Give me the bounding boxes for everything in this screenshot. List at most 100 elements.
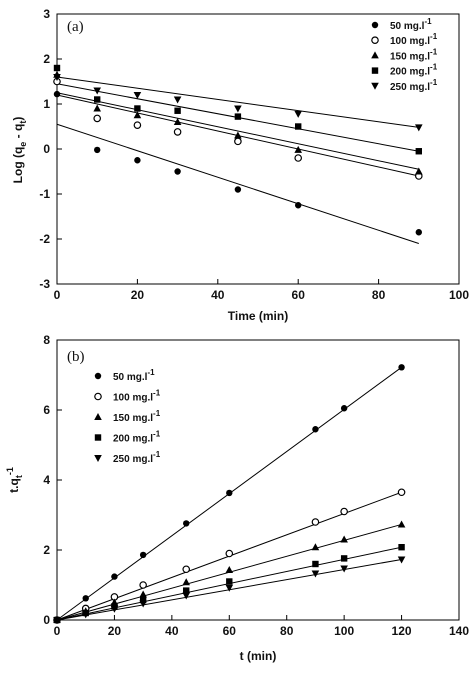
data-point-b-3	[183, 587, 190, 594]
data-point-b-4	[225, 584, 234, 592]
y-tick-label-a: -1	[39, 187, 50, 201]
legend-label-b-3: 200 mg.l-1	[113, 430, 161, 445]
data-point-b-0	[183, 520, 190, 527]
x-tick-label-b: 140	[449, 624, 469, 638]
legend-label-a-3: 200 mg.l-1	[390, 63, 438, 78]
legend-label-a-2: 150 mg.l-1	[390, 47, 438, 62]
data-point-a-4	[173, 96, 182, 104]
x-tick-label-a: 0	[54, 288, 61, 302]
data-point-a-1	[93, 114, 102, 123]
data-point-a-0	[415, 229, 422, 236]
y-tick-label-a: 0	[43, 142, 50, 156]
data-point-a-4	[133, 92, 142, 99]
data-point-a-3	[234, 113, 242, 120]
fit-line-a-0	[56, 123, 419, 244]
data-point-b-4	[53, 617, 61, 624]
x-tick-label-a: 60	[292, 288, 306, 302]
y-tick-label-b: 8	[43, 333, 50, 347]
y-label-b-sub: t	[14, 475, 24, 478]
legend-label-a-0: 50 mg.l-1	[390, 17, 432, 32]
data-point-b-3	[226, 578, 233, 585]
legend-marker-b-3	[94, 434, 102, 441]
x-tick-label-b: 40	[165, 624, 179, 638]
y-label-a-end: )	[11, 117, 25, 121]
chart-panel-b: (b) 0 20 40 60 80 100 120 140 0 2 4 6 8 50 mg.l-1 100…	[5, 333, 469, 663]
legend-label-b-0: 50 mg.l-1	[113, 368, 155, 383]
data-point-a-0	[295, 202, 302, 209]
data-point-b-4	[81, 611, 90, 619]
x-tick-label-a: 20	[131, 288, 145, 302]
data-point-a-2	[93, 104, 101, 112]
data-point-b-2	[311, 543, 320, 551]
x-tick-label-b: 20	[108, 624, 122, 638]
x-tick-label-b: 80	[280, 624, 294, 638]
data-point-b-4	[139, 600, 147, 608]
data-point-b-3	[312, 560, 319, 568]
data-point-a-2	[173, 118, 182, 125]
data-point-b-2	[139, 590, 147, 598]
axis-ticks-a: 0 20 40 60 80 100 -3 -2 -1 0 1 2 3	[39, 7, 469, 302]
panel-label-a: (a)	[67, 19, 84, 35]
data-point-b-4	[340, 565, 348, 573]
data-point-b-0	[82, 595, 89, 602]
data-point-b-4	[110, 605, 119, 613]
data-point-a-0	[134, 157, 141, 164]
data-point-b-3	[398, 544, 405, 551]
x-tick-label-a: 100	[449, 288, 469, 302]
data-point-a-4	[294, 110, 302, 118]
legend-marker-a-3	[371, 67, 379, 74]
data-point-a-1	[133, 121, 142, 129]
data-point-b-0	[340, 405, 348, 412]
data-point-a-0	[53, 90, 61, 98]
y-tick-label-b: 6	[43, 403, 50, 417]
x-axis-label-a: Time (min)	[228, 309, 288, 323]
data-points-a	[53, 64, 423, 236]
data-point-b-1	[139, 581, 147, 589]
data-point-a-4	[53, 74, 61, 81]
data-point-a-2	[234, 131, 242, 139]
data-point-a-0	[174, 168, 181, 175]
x-tick-label-a: 80	[372, 288, 386, 302]
chart-panel-a: (a) 0 20 40 60 80 100 -3 -2 -1 0 1 2 3 50 mg.l-1100 …	[11, 7, 469, 323]
data-point-b-0	[398, 364, 405, 371]
legend-marker-b-2	[94, 413, 102, 420]
data-point-a-0	[234, 186, 242, 193]
data-point-a-3	[295, 123, 302, 130]
data-point-b-0	[226, 489, 233, 497]
data-point-a-1	[173, 128, 182, 136]
legend-b: 50 mg.l-1 100 mg.l-1 150 mg.l-1 200 mg.l-1 2…	[94, 368, 161, 465]
x-tick-label-b: 120	[392, 624, 412, 638]
y-tick-label-b: 0	[43, 613, 50, 627]
legend-marker-b-4	[94, 455, 102, 462]
y-tick-label-a: 3	[43, 7, 50, 21]
y-label-a-mid: - q	[11, 124, 25, 142]
x-tick-label-a: 40	[211, 288, 225, 302]
data-point-b-1	[311, 518, 320, 526]
panel-label-b: (b)	[67, 349, 85, 365]
data-point-a-3	[134, 105, 141, 112]
y-label-a-sub2: t	[18, 121, 28, 124]
y-label-a-main: Log (q	[11, 147, 25, 184]
fit-lines-a	[56, 76, 419, 244]
legend-marker-b-0	[94, 372, 102, 380]
fit-line-a-4	[56, 76, 419, 128]
y-axis-label-a: Log (qe - qt)	[11, 117, 28, 184]
data-point-b-1	[225, 549, 234, 558]
y-label-b-main: t.q	[7, 478, 21, 493]
legend-marker-a-4	[371, 82, 379, 90]
legend-marker-a-1	[371, 36, 379, 45]
y-tick-label-b: 4	[43, 473, 50, 487]
y-axis-label-b: t.qt-1	[5, 467, 24, 493]
data-point-a-4	[415, 124, 423, 132]
y-label-b-sup: -1	[5, 467, 15, 475]
data-point-b-2	[182, 578, 191, 586]
data-point-b-0	[312, 426, 319, 433]
data-point-b-4	[311, 570, 320, 578]
data-point-a-1	[294, 154, 303, 162]
y-tick-label-a: 1	[43, 97, 50, 111]
y-tick-label-a: -3	[39, 277, 50, 291]
y-tick-label-a: 2	[43, 52, 50, 66]
data-point-b-2	[397, 520, 406, 528]
